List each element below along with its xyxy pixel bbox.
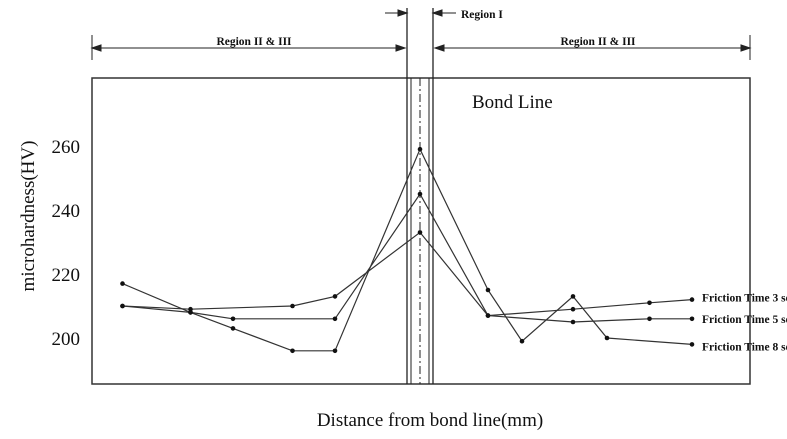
series-point: [332, 348, 338, 354]
y-tick-label: 260: [52, 137, 81, 158]
series-point: [332, 294, 338, 299]
series-point: [290, 303, 295, 309]
region-center-arrow: [385, 9, 456, 17]
y-tick-label: 200: [52, 329, 81, 350]
series-point: [188, 310, 193, 315]
region-right-arrow: [433, 35, 752, 60]
y-tick-labels: 200 220 240 260: [52, 137, 81, 350]
series-point: [689, 316, 695, 322]
series-label-2: Friction Time 5 sec: [702, 314, 787, 326]
series-point: [417, 191, 423, 197]
series-point: [647, 316, 652, 322]
series-point: [647, 300, 652, 306]
series-layer: [120, 146, 695, 354]
series-point: [689, 297, 695, 302]
series-point: [570, 319, 576, 325]
series-point: [230, 316, 236, 322]
y-tick-label: 220: [52, 265, 81, 286]
series-labels: Friction Time 3 sec Friction Time 5 sec Fr…: [702, 293, 787, 354]
region-right-label: Region II & III: [560, 36, 636, 48]
series-point: [519, 338, 525, 344]
region-left-arrow: [90, 35, 407, 60]
series-point: [120, 303, 125, 309]
series-point: [417, 230, 423, 235]
series-point: [689, 342, 695, 347]
bond-line-label: Bond Line: [472, 92, 553, 113]
x-axis-label: Distance from bond line(mm): [317, 410, 543, 431]
y-axis-label: microhardness(HV): [18, 141, 39, 292]
series-point: [604, 335, 610, 341]
region-left-label: Region II & III: [216, 36, 292, 48]
series-point: [290, 348, 295, 354]
series-point: [230, 326, 236, 331]
plot-frame: [91, 77, 751, 385]
series-point: [332, 316, 338, 322]
series-point: [570, 306, 576, 312]
series-point: [120, 281, 125, 286]
series-point: [417, 146, 423, 152]
series-point: [570, 294, 576, 299]
series-point: [485, 287, 491, 293]
series-point: [188, 306, 193, 312]
series-point: [485, 313, 491, 318]
series-label-1: Friction Time 3 sec: [702, 293, 787, 305]
region-center-label: Region I: [461, 9, 503, 21]
y-tick-label: 240: [52, 201, 81, 222]
series-label-3: Friction Time 8 sec: [702, 341, 787, 353]
